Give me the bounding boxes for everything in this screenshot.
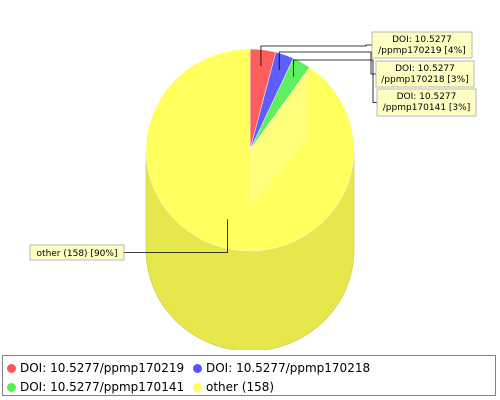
callout-label: DOI: 10.5277 (392, 35, 452, 45)
callout-box (29, 244, 125, 261)
callout-label: /ppmp170141 [3%] (383, 103, 470, 113)
legend-label: other (158) (206, 380, 275, 394)
legend-item-ppmp170218: DOI: 10.5277/ppmp170218 (193, 361, 370, 375)
chart-legend: DOI: 10.5277/ppmp170219 DOI: 10.5277/ppm… (2, 355, 496, 396)
legend-swatch-icon (7, 363, 16, 373)
callout-label: other (158) [90%] (37, 249, 118, 259)
callout-leader (124, 219, 228, 253)
pie-inner-wall (250, 70, 308, 205)
callout-leader (260, 44, 372, 66)
legend-label: DOI: 10.5277/ppmp170218 (206, 361, 371, 375)
legend-item-ppmp170219: DOI: 10.5277/ppmp170219 (7, 361, 184, 375)
callout-box (371, 31, 473, 59)
legend-swatch-icon (7, 382, 16, 392)
callout-label: /ppmp170219 [4%] (378, 46, 465, 56)
callout-label: /ppmp170218 [3%] (381, 75, 468, 85)
callout-label: DOI: 10.5277 (395, 64, 455, 74)
callout-box (375, 60, 475, 88)
callout-leader (293, 59, 377, 103)
legend-label: DOI: 10.5277/ppmp170219 (20, 361, 185, 375)
legend-swatch-icon (193, 363, 202, 373)
pie-slice (145, 48, 355, 252)
legend-item-other: other (158) (193, 380, 274, 394)
legend-swatch-icon (193, 382, 202, 392)
legend-label: DOI: 10.5277/ppmp170141 (20, 380, 185, 394)
pie-chart: DOI: 10.5277/ppmp170219 [4%]DOI: 10.5277… (29, 31, 477, 350)
callout-label: DOI: 10.5277 (397, 92, 457, 102)
callout-box (376, 88, 477, 117)
legend-item-ppmp170141: DOI: 10.5277/ppmp170141 (7, 380, 184, 394)
